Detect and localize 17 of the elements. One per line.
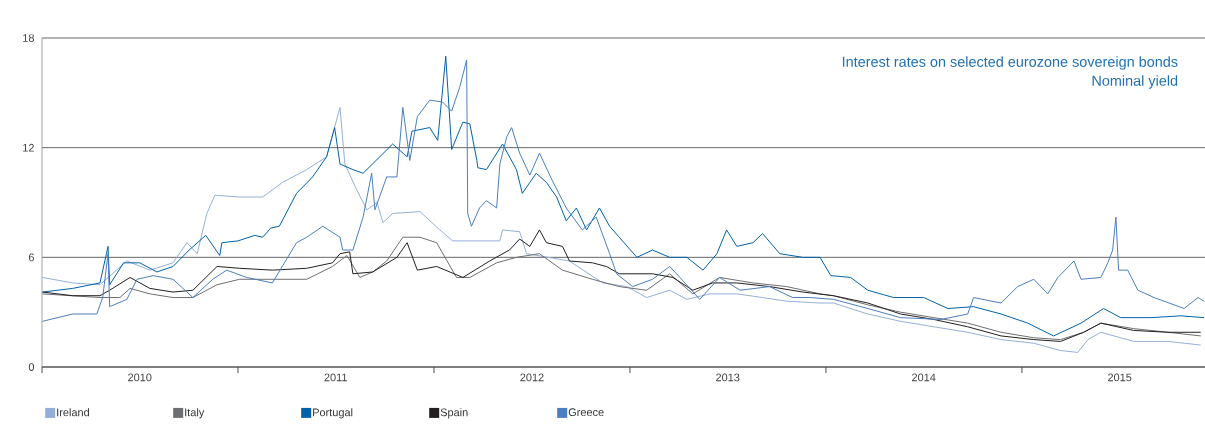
legend-label: Italy [185, 408, 205, 419]
legend-label: Greece [568, 408, 604, 417]
text: Interest rates on selected eurozone sovereign bonds [842, 56, 1178, 70]
legend-label: Portugal [313, 408, 353, 419]
x-tick-label: 2014 [912, 373, 936, 382]
x-tick-label: 2012 [520, 373, 544, 382]
y-tick-label: 6 [28, 253, 34, 262]
x-tick-label: 2015 [1108, 373, 1132, 382]
y-tick-label: 18 [23, 34, 34, 42]
y-tick-label: 0 [28, 363, 35, 371]
y-tick-label: 12 [23, 143, 34, 152]
x-tick-label: 2011 [324, 373, 347, 382]
x-tick-label: 2010 [128, 373, 152, 382]
legend-label: Ireland [57, 408, 89, 417]
legend-label: Spain [440, 408, 468, 419]
x-tick-label: 2013 [716, 373, 740, 382]
text: Nominal yield [1092, 75, 1178, 89]
